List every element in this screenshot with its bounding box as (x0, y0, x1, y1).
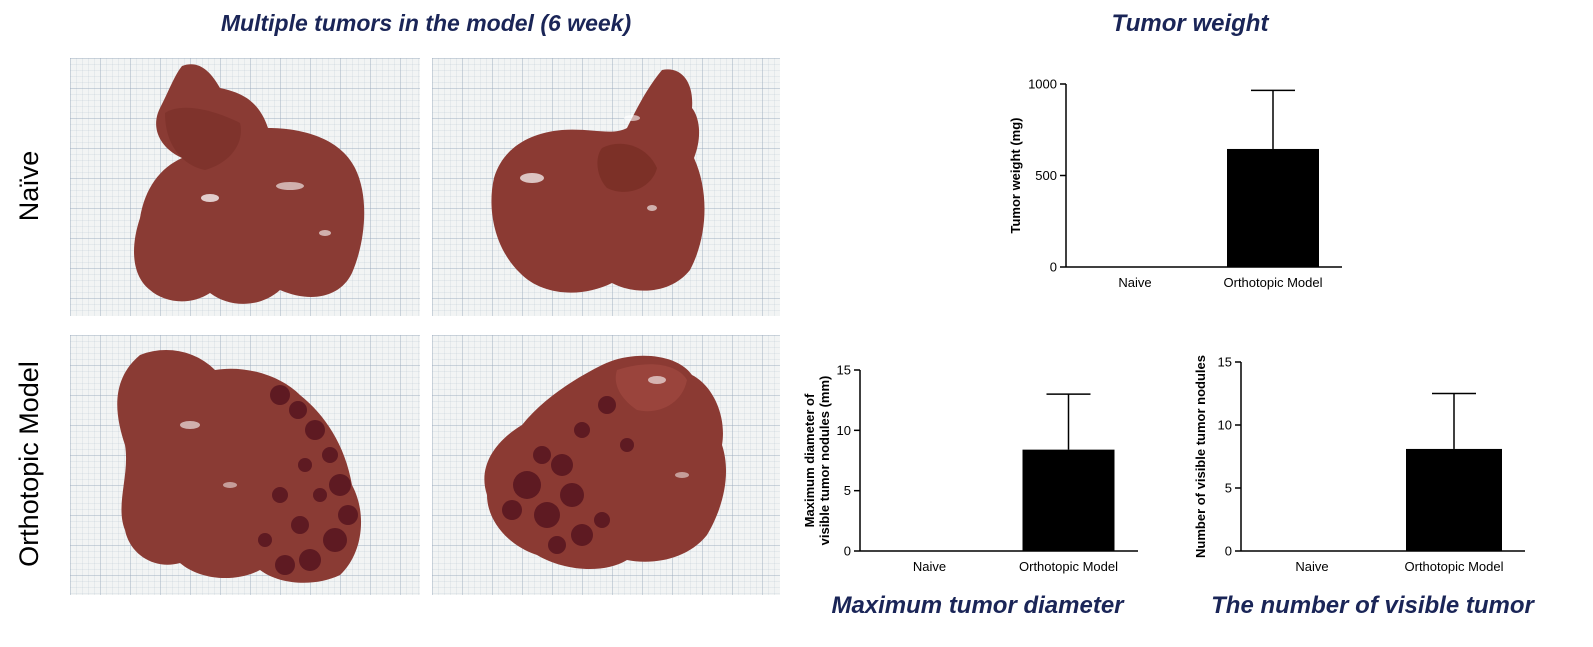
liver-photo-naive-1 (70, 58, 420, 316)
y-tick-label: 0 (1050, 260, 1057, 275)
liver-model-1-shape (117, 350, 362, 583)
y-tick-label: 1000 (1028, 77, 1057, 92)
chart-title-weight: Tumor weight (1111, 10, 1269, 37)
tumor-nodules-chart: 0 5 10 15 Naive Orthotopic Model Number of vis… (1193, 355, 1525, 574)
chart-title-diameter: Maximum tumor diameter (831, 592, 1124, 619)
x-tick-label: Naive (1118, 275, 1151, 290)
x-tick-label: Orthotopic Model (1224, 275, 1323, 290)
x-tick-label: Naive (1295, 559, 1328, 574)
row-label-naive: Naïve (14, 150, 44, 222)
liver-model-2-shape (484, 355, 727, 570)
x-tick-label: Orthotopic Model (1405, 559, 1504, 574)
y-tick-label: 500 (1035, 168, 1057, 183)
y-tick-label: 5 (844, 483, 851, 498)
x-tick-label: Naive (913, 559, 946, 574)
y-tick-label: 15 (1218, 355, 1232, 370)
bar-orthotopic-model (1406, 448, 1502, 551)
y-tick-label: 15 (837, 363, 851, 378)
bar-orthotopic-model (1227, 148, 1319, 267)
y-tick-label: 5 (1225, 481, 1232, 496)
tumor-weight-chart: 0 500 1000 Naive Orthotopic Model Tumor weigh… (1008, 77, 1342, 290)
y-tick-label: 10 (837, 423, 851, 438)
tumor-diameter-chart: 0 5 10 15 Naive Orthotopic Model Maximum diame… (802, 363, 1138, 574)
row-label-orthotopic-model: Orthotopic Model (14, 361, 44, 567)
liver-naive-2-shape (491, 69, 705, 293)
liver-photo-naive-2 (432, 58, 780, 316)
y-tick-label: 10 (1218, 418, 1232, 433)
y-axis-label: Maximum diameter ofvisible tumor nodules… (802, 376, 832, 546)
liver-photo-model-1 (70, 335, 420, 595)
y-tick-label: 0 (1225, 544, 1232, 559)
liver-naive-1-shape (134, 64, 365, 304)
x-tick-label: Orthotopic Model (1019, 559, 1118, 574)
y-axis-label: Number of visible tumor nodules (1193, 355, 1208, 558)
photo-panel-title: Multiple tumors in the model (6 week) (220, 10, 632, 36)
bar-orthotopic-model (1022, 449, 1115, 551)
y-tick-label: 0 (844, 544, 851, 559)
chart-title-nodules: The number of visible tumor (1211, 592, 1534, 619)
liver-photo-model-2 (432, 335, 780, 595)
y-axis-label: Tumor weight (mg) (1008, 117, 1023, 233)
